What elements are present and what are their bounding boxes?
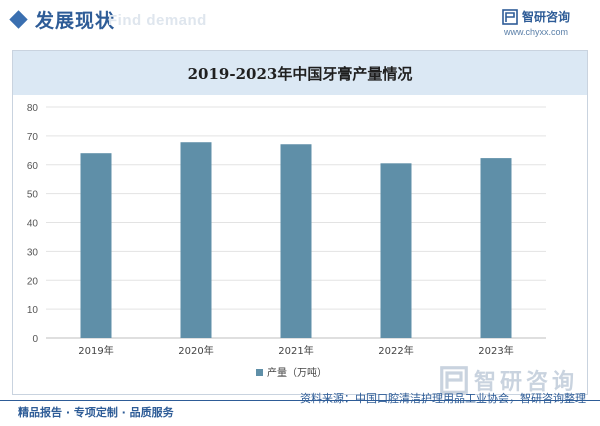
x-tick-label: 2023年 <box>478 344 513 357</box>
y-tick-label: 10 <box>27 305 39 316</box>
brand-url: www.chyxx.com <box>503 27 568 37</box>
bar-4 <box>380 163 412 338</box>
section-title: 发展现状 <box>35 10 116 32</box>
header: 发展现状 Find demand 智研咨询 www.chyxx.com <box>0 0 600 40</box>
y-tick-label: 50 <box>27 190 39 201</box>
brand-logo-block: 智研咨询 www.chyxx.com <box>502 8 570 37</box>
header-watermark: Find demand <box>108 12 207 29</box>
x-tick-label: 2020年 <box>178 344 213 357</box>
legend-label: 产量（万吨） <box>267 366 327 379</box>
bar-2 <box>180 142 212 338</box>
chart-title-band: 2019-2023年中国牙膏产量情况 <box>13 51 587 95</box>
y-tick-label: 30 <box>27 247 39 258</box>
y-tick-label: 20 <box>27 276 39 287</box>
footer-brand-text: 智研咨询 <box>473 370 578 395</box>
x-tick-label: 2022年 <box>378 344 413 357</box>
bar-3 <box>280 144 312 338</box>
section-title-wrap: 发展现状 <box>9 6 116 33</box>
x-tick-label: 2019年 <box>78 344 113 357</box>
y-tick-label: 0 <box>32 334 38 345</box>
y-tick-label: 80 <box>27 103 39 114</box>
brand-watermark-icon <box>440 366 468 394</box>
brand-logo-icon <box>502 8 518 25</box>
bar-5 <box>480 158 512 338</box>
bar-1 <box>80 153 112 338</box>
y-tick-label: 70 <box>27 132 39 143</box>
brand-name: 智研咨询 <box>521 10 570 24</box>
chart-title: 2019-2023年中国牙膏产量情况 <box>187 65 413 83</box>
x-tick-label: 2021年 <box>278 344 313 357</box>
source-note: 资料来源：中国口腔清洁护理用品工业协会，智研咨询整理 <box>300 392 586 405</box>
legend-swatch <box>256 369 263 376</box>
footer-slogan: 精品报告 · 专项定制 · 品质服务 <box>18 406 174 419</box>
footer-brand-watermark: 智研咨询 <box>440 364 578 396</box>
y-tick-label: 40 <box>27 219 39 230</box>
footer-divider <box>0 400 600 401</box>
y-tick-label: 60 <box>27 161 39 172</box>
